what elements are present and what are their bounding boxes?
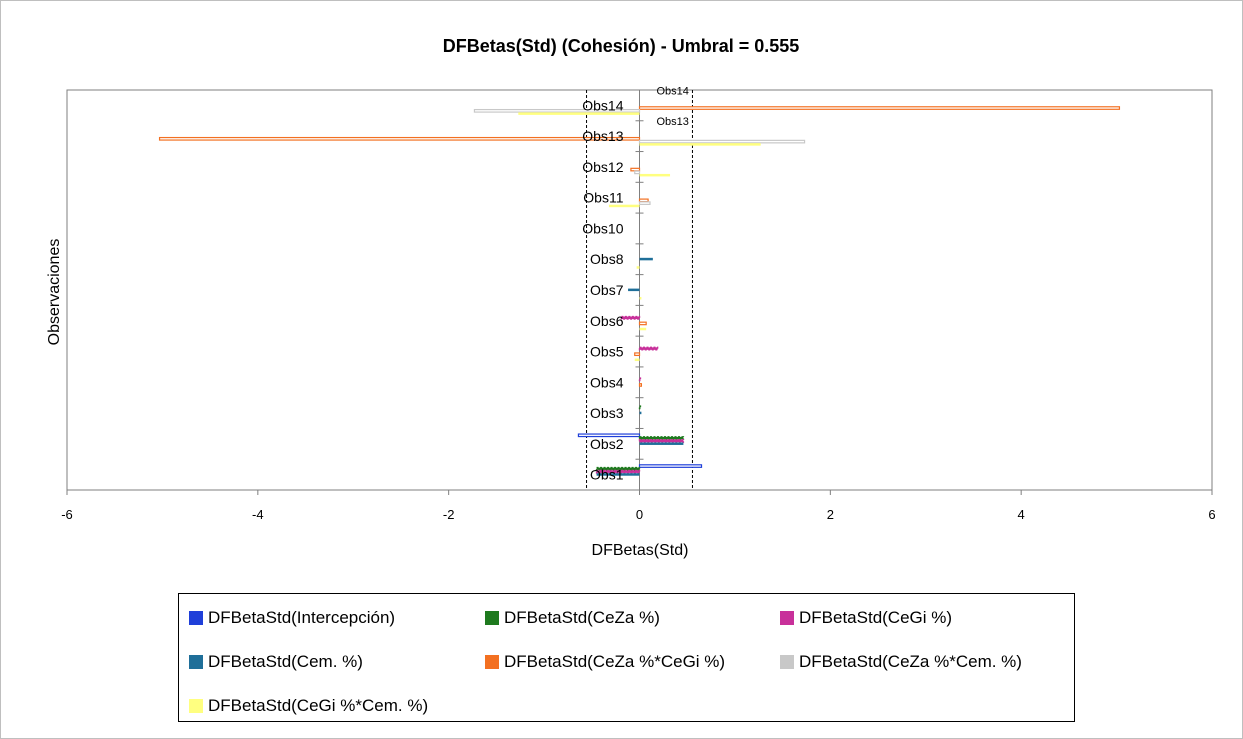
y-axis-label: Observaciones bbox=[46, 239, 63, 346]
legend-swatch bbox=[780, 655, 794, 669]
bar-obs11-series-4 bbox=[638, 198, 649, 203]
bar-obs6-series-6 bbox=[639, 327, 647, 331]
bar-obs4-series-2 bbox=[638, 377, 642, 382]
legend-label: DFBetaStd(CeZa %*CeGi %) bbox=[504, 652, 726, 671]
legend-label: DFBetaStd(Cem. %) bbox=[208, 652, 363, 671]
legend-label: DFBetaStd(CeZa %*Cem. %) bbox=[799, 652, 1022, 671]
category-label: Obs12 bbox=[582, 159, 623, 175]
bar-obs3-series-1 bbox=[638, 405, 642, 410]
x-tick-label: -6 bbox=[61, 507, 73, 522]
legend-swatch bbox=[189, 611, 203, 625]
category-label: Obs11 bbox=[583, 190, 623, 206]
category-label: Obs14 bbox=[582, 97, 623, 113]
data-annotation: Obs13 bbox=[657, 116, 689, 128]
legend-item-ceza-cem: DFBetaStd(CeZa %*Cem. %) bbox=[780, 652, 1022, 672]
bar-obs14-series-6 bbox=[518, 112, 640, 115]
bar-obs2-series-2 bbox=[638, 438, 685, 443]
bar-obs8-series-6 bbox=[636, 266, 640, 269]
bar-obs12-series-4 bbox=[630, 167, 641, 172]
bar-obs5-series-2 bbox=[638, 346, 659, 351]
legend-label: DFBetaStd(CeGi %*Cem. %) bbox=[208, 696, 429, 715]
bar-obs14-series-5 bbox=[473, 108, 641, 113]
bar-obs7-series-6 bbox=[639, 297, 642, 300]
bar-obs12-series-5 bbox=[634, 170, 641, 175]
category-label: Obs13 bbox=[582, 128, 623, 144]
x-tick-label: -2 bbox=[443, 507, 455, 522]
x-tick-label: 4 bbox=[1018, 507, 1025, 522]
legend-swatch bbox=[485, 611, 499, 625]
legend-item-intercepcion: DFBetaStd(Intercepción) bbox=[189, 608, 395, 628]
legend-label: DFBetaStd(CeGi %) bbox=[799, 608, 953, 627]
bar-obs1-series-3 bbox=[596, 473, 640, 476]
legend-item-ceza: DFBetaStd(CeZa %) bbox=[485, 608, 660, 628]
bar-obs7-series-3 bbox=[628, 288, 640, 292]
legend-item-ceza-cegi: DFBetaStd(CeZa %*CeGi %) bbox=[485, 652, 725, 672]
bar-obs11-series-6 bbox=[608, 204, 640, 208]
bar-obs12-series-6 bbox=[639, 173, 671, 177]
bar-obs11-series-5 bbox=[638, 201, 651, 205]
bar-obs2-series-3 bbox=[639, 442, 684, 445]
bar-obs2-series-0 bbox=[577, 433, 641, 438]
x-axis-label: DFBetas(Std) bbox=[592, 542, 689, 559]
category-label: Obs2 bbox=[590, 436, 624, 452]
bar-obs14-series-4 bbox=[638, 106, 1121, 110]
legend-item-cegi: DFBetaStd(CeGi %) bbox=[780, 608, 952, 628]
x-tick-label: 6 bbox=[1208, 507, 1215, 522]
bar-obs13-series-6 bbox=[639, 143, 761, 146]
bar-obs8-series-3 bbox=[639, 257, 653, 261]
category-label: Obs8 bbox=[590, 251, 624, 267]
legend-swatch bbox=[485, 655, 499, 669]
legend-swatch bbox=[189, 655, 203, 669]
category-label: Obs6 bbox=[590, 313, 624, 329]
bar-obs6-series-4 bbox=[638, 321, 647, 326]
category-label: Obs7 bbox=[590, 282, 624, 298]
legend-item-cegi-cem: DFBetaStd(CeGi %*Cem. %) bbox=[189, 696, 428, 716]
legend-swatch bbox=[780, 611, 794, 625]
bar-obs5-series-6 bbox=[634, 358, 640, 362]
chart-title: DFBetas(Std) (Cohesión) - Umbral = 0.555 bbox=[443, 36, 800, 56]
bar-obs3-series-3 bbox=[639, 411, 642, 415]
legend: DFBetaStd(Intercepción) DFBetaStd(CeZa %… bbox=[178, 593, 1075, 722]
x-tick-label: 2 bbox=[827, 507, 834, 522]
category-label: Obs1 bbox=[590, 467, 624, 483]
category-label: Obs4 bbox=[590, 374, 624, 390]
legend-swatch bbox=[189, 699, 203, 713]
category-label: Obs3 bbox=[590, 405, 624, 421]
legend-label: DFBetaStd(CeZa %) bbox=[504, 608, 660, 627]
data-annotation: Obs14 bbox=[657, 85, 689, 97]
chart-marks: -6 -4 -2 0 2 4 6 Obs1 Obs2 Obs3 Obs4 Obs5 Obs6 Obs7 Ob… bbox=[61, 85, 1215, 522]
bar-obs5-series-4 bbox=[634, 352, 641, 357]
category-label: Obs5 bbox=[590, 344, 624, 360]
category-label: Obs10 bbox=[582, 220, 623, 236]
bar-obs6-series-2 bbox=[620, 315, 641, 320]
legend-label: DFBetaStd(Intercepción) bbox=[208, 608, 396, 627]
legend-item-cem: DFBetaStd(Cem. %) bbox=[189, 652, 363, 672]
x-tick-label: 0 bbox=[636, 507, 643, 522]
bar-obs1-series-2 bbox=[595, 469, 641, 474]
x-tick-label: -4 bbox=[252, 507, 264, 522]
bar-obs13-series-5 bbox=[638, 139, 806, 144]
bar-obs13-series-4 bbox=[158, 136, 641, 141]
bar-obs1-series-0 bbox=[638, 464, 703, 468]
bar-obs4-series-4 bbox=[638, 383, 643, 387]
